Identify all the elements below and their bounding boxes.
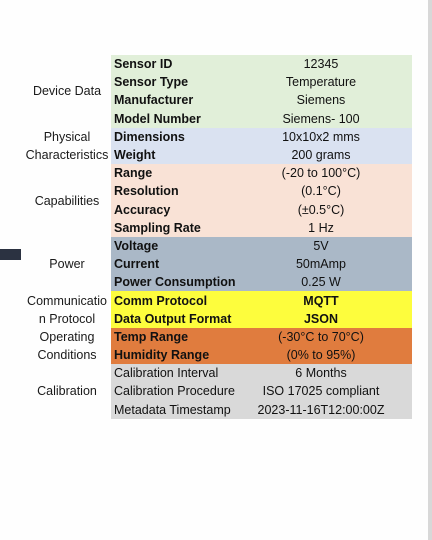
table-row: Manufacturer Siemens bbox=[111, 91, 412, 109]
row-value: Temperature bbox=[285, 75, 357, 90]
window-edge bbox=[428, 0, 432, 540]
section-rows: Comm Protocol MQTT Data Output Format JS… bbox=[111, 291, 412, 328]
row-key: Metadata Timestamp bbox=[114, 402, 231, 417]
section-rows: Calibration Interval 6 Months Calibratio… bbox=[111, 364, 412, 419]
row-key: Voltage bbox=[114, 238, 159, 253]
table-row: Current 50mAmp bbox=[111, 255, 412, 273]
table-row: Weight 200 grams bbox=[111, 146, 412, 164]
row-value: 1 Hz bbox=[308, 220, 334, 235]
section-rows: Range (-20 to 100°C) Resolution (0.1°C) … bbox=[111, 164, 412, 237]
label-line: Conditions bbox=[37, 348, 97, 362]
table-row: Range (-20 to 100°C) bbox=[111, 164, 412, 182]
row-value: (-30°C to 70°C) bbox=[278, 329, 364, 344]
table-row: Voltage 5V bbox=[111, 237, 412, 255]
row-value: (0% to 95%) bbox=[286, 348, 356, 363]
section-label-power: Power bbox=[49, 257, 85, 272]
label-line: n Protocol bbox=[38, 311, 96, 326]
row-value: 2023-11-16T12:00:00Z bbox=[257, 402, 385, 417]
table-row: Resolution (0.1°C) bbox=[111, 182, 412, 200]
row-key: Comm Protocol bbox=[114, 293, 208, 308]
row-key: Resolution bbox=[114, 184, 179, 199]
table-row: Humidity Range (0% to 95%) bbox=[111, 346, 412, 364]
table-row: Dimensions 10x10x2 mms bbox=[111, 128, 412, 146]
table-row: Model Number Siemens- 100 bbox=[111, 110, 412, 128]
table-row: Data Output Format JSON bbox=[111, 310, 412, 328]
row-key: Sensor ID bbox=[114, 57, 173, 72]
table-row: Calibration Procedure ISO 17025 complian… bbox=[111, 382, 412, 400]
row-value: (±0.5°C) bbox=[297, 202, 345, 217]
section-rows: Temp Range (-30°C to 70°C) Humidity Rang… bbox=[111, 327, 412, 365]
row-value: ISO 17025 compliant bbox=[262, 384, 380, 399]
label-line: Characteristics bbox=[25, 147, 109, 162]
section-label-operating: Operating Conditions bbox=[23, 328, 111, 364]
label-line: Communicatio bbox=[27, 293, 107, 308]
table-row: Calibration Interval 6 Months bbox=[111, 364, 412, 382]
table-row: Comm Protocol MQTT bbox=[111, 291, 412, 309]
row-key: Model Number bbox=[114, 111, 201, 126]
row-value: JSON bbox=[303, 311, 339, 326]
row-value: 200 grams bbox=[291, 148, 351, 163]
table-row: Sensor ID 12345 bbox=[111, 55, 412, 73]
row-value: Siemens bbox=[296, 93, 346, 108]
row-value: 12345 bbox=[303, 57, 339, 72]
section-power: Power Voltage 5V Current 50mAmp Power Co… bbox=[23, 236, 412, 292]
row-key: Accuracy bbox=[114, 202, 171, 217]
section-label-communication: Communicatio n Protocol bbox=[23, 291, 111, 327]
row-value: (0.1°C) bbox=[301, 184, 341, 199]
section-rows: Sensor ID 12345 Sensor Type Temperature … bbox=[111, 55, 412, 128]
sensor-spec-table: Device Data Sensor ID 12345 Sensor Type … bbox=[23, 55, 412, 419]
row-key: Sensor Type bbox=[114, 75, 189, 90]
section-device-data: Device Data Sensor ID 12345 Sensor Type … bbox=[23, 55, 412, 128]
row-key: Temp Range bbox=[114, 329, 189, 344]
row-key: Weight bbox=[114, 148, 156, 163]
table-row: Power Consumption 0.25 W bbox=[111, 273, 412, 291]
section-rows: Dimensions 10x10x2 mms Weight 200 grams bbox=[111, 127, 412, 165]
table-row: Metadata Timestamp 2023-11-16T12:00:00Z bbox=[111, 401, 412, 419]
table-row: Accuracy (±0.5°C) bbox=[111, 201, 412, 219]
section-label-device-data: Device Data bbox=[32, 84, 102, 99]
label-line: Physical bbox=[43, 129, 91, 144]
row-key: Calibration Interval bbox=[114, 366, 219, 381]
row-key: Current bbox=[114, 257, 160, 272]
row-value: MQTT bbox=[303, 293, 339, 308]
label-line: Operating bbox=[39, 330, 95, 344]
section-label-calibration: Calibration bbox=[37, 384, 97, 399]
section-physical-characteristics: Physical Characteristics Dimensions 10x1… bbox=[23, 127, 412, 165]
row-value: 10x10x2 mms bbox=[282, 129, 360, 144]
row-key: Humidity Range bbox=[114, 348, 210, 363]
section-capabilities: Capabilities Range (-20 to 100°C) Resolu… bbox=[23, 164, 412, 237]
row-key: Manufacturer bbox=[114, 93, 194, 108]
row-key: Dimensions bbox=[114, 129, 185, 144]
section-label-capabilities: Capabilities bbox=[34, 193, 100, 208]
row-key: Data Output Format bbox=[114, 311, 232, 326]
row-value: 5V bbox=[313, 238, 329, 253]
row-key: Sampling Rate bbox=[114, 220, 201, 235]
side-tab-handle[interactable] bbox=[0, 249, 21, 260]
row-value: 0.25 W bbox=[301, 275, 341, 290]
section-rows: Voltage 5V Current 50mAmp Power Consumpt… bbox=[111, 236, 412, 292]
table-row: Sampling Rate 1 Hz bbox=[111, 219, 412, 237]
row-value: (-20 to 100°C) bbox=[281, 166, 361, 181]
row-key: Calibration Procedure bbox=[114, 384, 235, 399]
section-communication-protocol: Communicatio n Protocol Comm Protocol MQ… bbox=[23, 291, 412, 328]
row-value: 6 Months bbox=[295, 366, 347, 381]
table-row: Sensor Type Temperature bbox=[111, 73, 412, 91]
section-label-physical: Physical Characteristics bbox=[23, 128, 111, 164]
row-value: Siemens- 100 bbox=[282, 111, 360, 126]
section-operating-conditions: Operating Conditions Temp Range (-30°C t… bbox=[23, 327, 412, 365]
row-key: Range bbox=[114, 166, 153, 181]
section-calibration: Calibration Calibration Interval 6 Month… bbox=[23, 364, 412, 419]
table-row: Temp Range (-30°C to 70°C) bbox=[111, 328, 412, 346]
row-value: 50mAmp bbox=[295, 257, 347, 272]
row-key: Power Consumption bbox=[114, 275, 236, 290]
